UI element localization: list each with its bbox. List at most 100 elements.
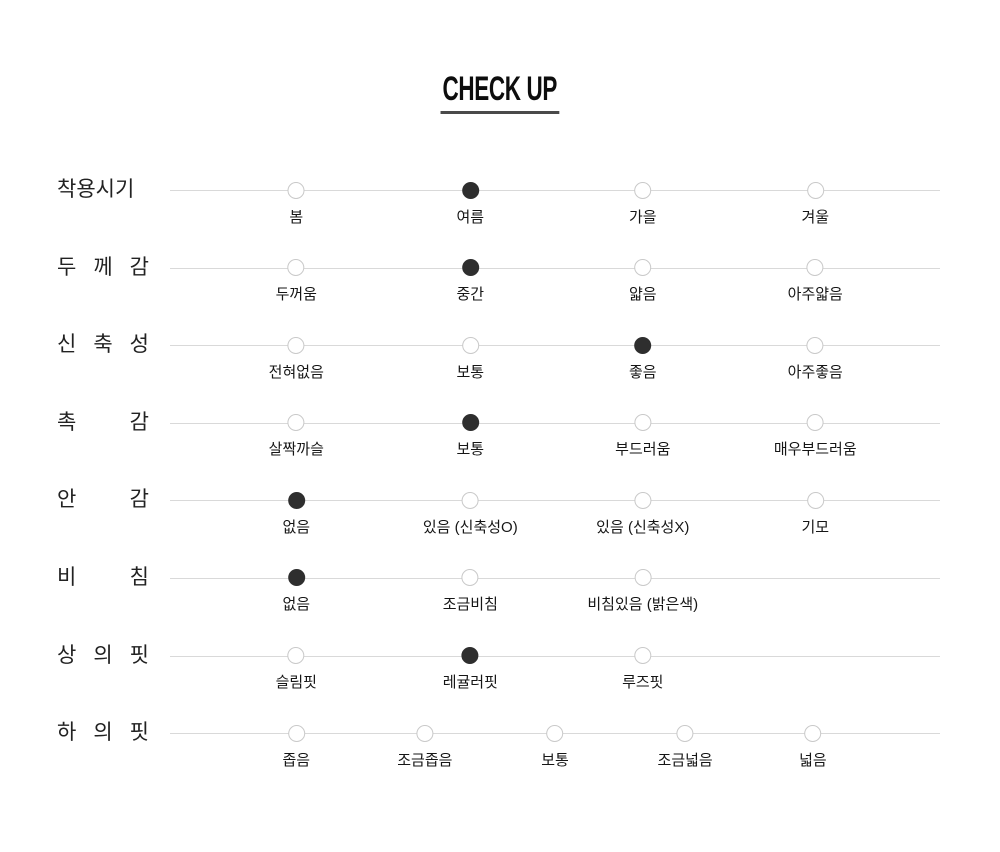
option-dot-icon — [806, 181, 824, 199]
option-dot-icon — [287, 181, 305, 199]
option-dot-icon — [287, 414, 305, 432]
attribute-row-label: 비 침 — [57, 565, 149, 589]
option-dot-icon — [804, 724, 822, 742]
option-label: 없음 — [282, 596, 311, 614]
attribute-row-label: 상 의 핏 — [57, 643, 149, 667]
scale-option: 조금넓음 — [658, 697, 713, 769]
scale-option: 보통 — [456, 309, 484, 381]
scale-track-line — [170, 267, 940, 269]
scale-option: 조금좁음 — [397, 697, 452, 769]
option-dot-icon — [806, 414, 824, 432]
option-dot-icon — [461, 647, 479, 665]
scale-option: 넓음 — [799, 697, 827, 769]
option-label: 겨울 — [801, 208, 830, 226]
option-dot-icon — [634, 569, 652, 587]
scale-option: 비침있음 (밝은색) — [587, 542, 698, 614]
page-title: CHECK UP — [440, 72, 560, 114]
option-dot-icon — [546, 724, 564, 742]
option-scale: 살짝까슬 보통 부드러움 매우부드러움 — [170, 387, 940, 465]
option-label: 비침있음 (밝은색) — [587, 596, 699, 614]
scale-option: 매우부드러움 — [774, 387, 857, 459]
option-scale: 좁음 조금좁음 보통 조금넓음 넓음 — [170, 697, 940, 775]
option-label: 있음 (신축성O) — [422, 518, 518, 536]
option-label: 조금넓음 — [657, 751, 713, 769]
option-label: 조금좁음 — [397, 751, 453, 769]
attribute-row: 두 께 감 두꺼움 중간 얇음 아주얇음 — [0, 232, 1000, 310]
option-dot-icon — [676, 724, 694, 742]
option-label: 매우부드러움 — [773, 441, 857, 459]
option-dot-icon — [634, 336, 652, 354]
option-dot-icon — [806, 259, 824, 277]
scale-option: 좁음 — [282, 697, 310, 769]
scale-option: 있음 (신축성O) — [423, 464, 518, 536]
option-dot-icon — [634, 414, 652, 432]
option-dot-icon — [416, 724, 434, 742]
scale-option: 아주얇음 — [788, 232, 843, 304]
attribute-row-label: 촉 감 — [57, 410, 149, 434]
attribute-row-label: 하 의 핏 — [57, 721, 149, 745]
attribute-row-label: 신 축 성 — [57, 333, 149, 357]
option-label: 기모 — [801, 518, 830, 536]
option-label: 얇음 — [628, 286, 657, 304]
option-label: 루즈핏 — [622, 674, 664, 692]
option-label: 있음 (신축성X) — [596, 518, 690, 536]
option-dot-icon — [806, 491, 824, 509]
scale-option: 없음 — [282, 464, 310, 536]
scale-option: 여름 — [456, 154, 484, 226]
option-label: 보통 — [456, 363, 485, 381]
scale-track-line — [170, 577, 940, 579]
scale-option: 좋음 — [629, 309, 657, 381]
scale-option: 없음 — [282, 542, 310, 614]
scale-option: 기모 — [801, 464, 829, 536]
scale-option: 있음 (신축성X) — [596, 464, 689, 536]
scale-option: 레귤러핏 — [443, 620, 498, 692]
option-dot-icon — [287, 724, 305, 742]
option-label: 슬림핏 — [275, 674, 317, 692]
option-dot-icon — [461, 414, 479, 432]
option-dot-icon — [634, 181, 652, 199]
scale-option: 아주좋음 — [788, 309, 843, 381]
scale-option: 봄 — [287, 154, 305, 226]
option-label: 좋음 — [628, 363, 657, 381]
option-label: 보통 — [456, 441, 485, 459]
option-label: 중간 — [456, 286, 485, 304]
option-label: 여름 — [456, 208, 485, 226]
attribute-row: 비 침 없음 조금비침 비침있음 (밝은색) — [0, 542, 1000, 620]
scale-option: 두꺼움 — [276, 232, 317, 304]
attribute-row: 하 의 핏 좁음 조금좁음 보통 조금넓음 넓음 — [0, 697, 1000, 775]
option-label: 부드러움 — [615, 441, 671, 459]
option-label: 두꺼움 — [275, 286, 317, 304]
option-dot-icon — [461, 491, 479, 509]
scale-option: 조금비침 — [443, 542, 498, 614]
scale-option: 중간 — [456, 232, 484, 304]
option-label: 보통 — [541, 751, 569, 769]
option-label: 넓음 — [799, 751, 827, 769]
scale-option: 슬림핏 — [276, 620, 317, 692]
option-scale: 두꺼움 중간 얇음 아주얇음 — [170, 232, 940, 310]
attribute-rows: 착용시기 봄 여름 가을 겨울 두 께 감 두꺼움 중간 얇음 — [0, 154, 1000, 775]
option-scale: 슬림핏 레귤러핏 루즈핏 — [170, 620, 940, 698]
option-dot-icon — [634, 647, 652, 665]
option-label: 아주얇음 — [787, 286, 843, 304]
option-scale: 없음 조금비침 비침있음 (밝은색) — [170, 542, 940, 620]
option-dot-icon — [806, 336, 824, 354]
option-label: 봄 — [289, 208, 304, 226]
option-dot-icon — [461, 259, 479, 277]
option-dot-icon — [461, 181, 479, 199]
scale-option: 루즈핏 — [622, 620, 663, 692]
option-dot-icon — [634, 259, 652, 277]
scale-track-line — [170, 655, 940, 657]
scale-option: 겨울 — [801, 154, 829, 226]
option-scale: 없음 있음 (신축성O) 있음 (신축성X) 기모 — [170, 464, 940, 542]
scale-option: 전혀없음 — [269, 309, 324, 381]
option-dot-icon — [287, 491, 305, 509]
scale-track-line — [170, 500, 940, 502]
scale-option: 부드러움 — [615, 387, 670, 459]
attribute-row: 착용시기 봄 여름 가을 겨울 — [0, 154, 1000, 232]
option-label: 레귤러핏 — [442, 674, 498, 692]
scale-option: 보통 — [456, 387, 484, 459]
attribute-row-label: 착용시기 — [57, 178, 135, 201]
scale-option: 보통 — [541, 697, 569, 769]
scale-option: 얇음 — [629, 232, 657, 304]
